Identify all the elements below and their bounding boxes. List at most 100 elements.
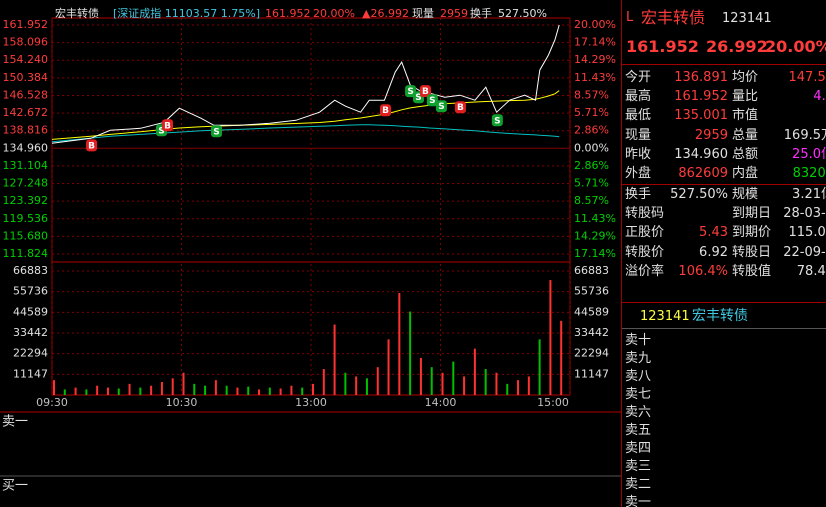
quote-label: 最低 — [625, 108, 652, 124]
y2-tick-label: 11147 — [574, 367, 609, 380]
trade-marker-label: S — [415, 93, 421, 103]
y2-tick-label: 11.43% — [574, 212, 616, 225]
y-tick-label: 142.672 — [3, 106, 49, 119]
ask-level: 卖八 — [625, 369, 652, 384]
y-tick-label: 111.824 — [3, 247, 49, 260]
volume-bar — [171, 378, 174, 395]
trade-marker-label: S — [407, 87, 413, 97]
quote-value: 5.43 — [699, 225, 728, 241]
panel-pct: 20.00% — [765, 37, 826, 56]
panel-name: 宏丰转债 — [641, 8, 706, 27]
trade-marker — [454, 101, 466, 114]
volume-bar — [268, 387, 271, 395]
quote-value: 169.5万 — [783, 127, 826, 143]
bar-code: 123141 — [640, 309, 690, 324]
volume-bar — [236, 387, 239, 395]
y-tick-label: 150.384 — [3, 71, 49, 84]
volume-bar — [225, 385, 228, 395]
volume-bar — [53, 380, 55, 395]
y-tick-label: 138.816 — [3, 124, 49, 137]
y2-tick-label: 5.71% — [574, 106, 609, 119]
ask-level: 卖三 — [625, 459, 652, 474]
volume-bar — [193, 383, 196, 395]
x-tick-label: 14:00 — [425, 396, 457, 409]
quote-label: 今开 — [625, 70, 652, 85]
quote-label: 转股码 — [625, 206, 665, 222]
index-info: [深证成指 11103.57 1.75%] — [113, 6, 260, 20]
panel-change: 26.992 — [706, 37, 768, 56]
y-tick-label: 44589 — [13, 305, 48, 318]
price-line — [51, 24, 560, 144]
quote-label: 溢价率 — [625, 263, 665, 279]
y2-tick-label: 8.57% — [574, 88, 609, 101]
volume-bar — [96, 385, 99, 395]
y2-tick-label: 17.14% — [574, 36, 616, 49]
volume-bar — [506, 383, 509, 395]
y-tick-label: 55736 — [13, 285, 48, 298]
y2-tick-label: 17.14% — [574, 247, 616, 260]
y-tick-label: 33442 — [13, 326, 48, 339]
volume-bar — [247, 386, 250, 395]
volume-bar — [517, 380, 520, 395]
quote-label: 市值 — [732, 108, 759, 124]
y2-tick-label: 14.29% — [574, 229, 616, 242]
y-tick-label: 66883 — [13, 264, 48, 277]
volume-bar — [279, 388, 282, 395]
trade-marker-label: B — [382, 106, 389, 116]
volume-bar — [150, 385, 153, 395]
quote-value: 136.891 — [674, 70, 728, 85]
y2-tick-label: 44589 — [574, 305, 609, 318]
y2-tick-label: 2.86% — [574, 124, 609, 137]
vol-label: 现量 — [412, 7, 434, 20]
ask-level: 卖十 — [625, 333, 652, 348]
y-tick-label: 119.536 — [3, 212, 49, 225]
quote-value: 3.21亿 — [792, 187, 826, 202]
ask-level: 卖九 — [625, 351, 652, 366]
quote-label: 换手 — [625, 187, 652, 202]
price: 161.952 — [265, 7, 311, 20]
volume-bar — [214, 380, 217, 395]
trade-marker-label: B — [164, 121, 171, 131]
volume-bar — [376, 367, 379, 395]
turnover-label: 换手 — [470, 6, 492, 20]
volume-bar — [484, 369, 487, 395]
volume-bar — [387, 339, 390, 395]
volume-bar — [409, 311, 412, 395]
quote-value: 83204 — [792, 166, 826, 181]
y-tick-label: 123.392 — [3, 194, 49, 207]
quote-label: 现量 — [625, 127, 652, 143]
volume-bar — [322, 369, 325, 395]
quote-value: 134.960 — [674, 146, 728, 162]
trade-marker — [380, 104, 392, 117]
turnover: 527.50% — [498, 7, 547, 20]
quote-value: 6.92 — [699, 244, 728, 260]
y2-tick-label: 8.57% — [574, 194, 609, 207]
y-tick-label: 127.248 — [3, 177, 49, 190]
volume-bar — [344, 372, 347, 395]
ask-level: 卖二 — [625, 477, 652, 492]
volume-bar — [538, 339, 541, 395]
y-tick-label: 131.104 — [3, 159, 49, 172]
divider — [622, 302, 826, 303]
quote-label: 规模 — [732, 187, 759, 202]
volume-bar — [63, 389, 66, 395]
quote-label: 到期日 — [732, 206, 772, 222]
quote-value: 106.4% — [678, 263, 728, 279]
trade-marker — [86, 139, 98, 152]
trade-marker-label: S — [494, 116, 500, 126]
quote-label: 外盘 — [625, 166, 652, 181]
trade-marker — [435, 100, 447, 113]
stock-name: 宏丰转债 — [55, 6, 99, 20]
flag: L — [626, 10, 634, 25]
volume-bar — [74, 387, 77, 395]
price-line — [51, 90, 560, 140]
chart: 宏丰转债 [深证成指 11103.57 1.75%] 161.952 20.00… — [0, 6, 621, 494]
y2-tick-label: 0.00% — [574, 141, 609, 154]
quote-label: 昨收 — [625, 146, 652, 162]
quote-value: 2959 — [694, 127, 728, 143]
pct: 20.00% — [313, 7, 355, 20]
quote-label: 转股价 — [625, 244, 665, 260]
volume-bar — [473, 348, 476, 395]
quote-label: 到期价 — [732, 225, 772, 241]
vol: 2959 — [440, 7, 468, 20]
